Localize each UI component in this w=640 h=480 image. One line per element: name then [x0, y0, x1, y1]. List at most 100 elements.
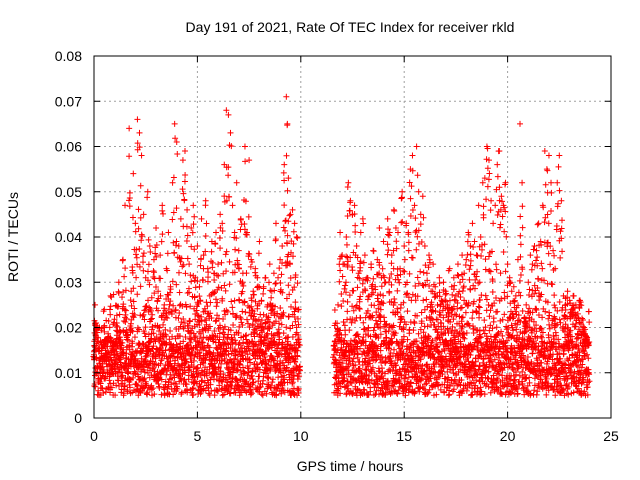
- data-point: [248, 331, 255, 338]
- data-point: [170, 391, 177, 398]
- data-point: [198, 378, 205, 385]
- data-point: [123, 315, 130, 322]
- data-point: [142, 358, 149, 365]
- data-point: [168, 375, 175, 382]
- data-point: [244, 372, 251, 379]
- data-point: [262, 370, 269, 377]
- x-tick-label: 20: [500, 428, 516, 444]
- y-tick-label: 0.05: [55, 184, 82, 200]
- data-point: [131, 357, 138, 364]
- data-point: [160, 321, 167, 328]
- data-point: [174, 355, 181, 362]
- data-point: [190, 385, 197, 392]
- data-point: [135, 340, 142, 347]
- data-point: [231, 358, 238, 365]
- data-point: [151, 391, 158, 398]
- data-point: [377, 347, 384, 354]
- data-point: [111, 316, 118, 323]
- data-point: [269, 379, 276, 386]
- data-point: [151, 368, 158, 375]
- data-point: [246, 324, 253, 331]
- data-point: [185, 322, 192, 329]
- data-point: [296, 373, 303, 380]
- data-point: [121, 382, 128, 389]
- data-point: [125, 368, 132, 375]
- data-point: [245, 356, 252, 363]
- data-point: [290, 385, 297, 392]
- y-axis-label: ROTI / TECUs: [5, 192, 21, 282]
- data-point: [338, 303, 345, 310]
- data-point: [378, 353, 385, 360]
- data-point: [148, 294, 155, 301]
- y-tick-label: 0.07: [55, 93, 82, 109]
- data-point: [236, 360, 243, 367]
- data-point: [196, 382, 203, 389]
- data-point: [366, 372, 373, 379]
- data-point: [269, 376, 276, 383]
- data-point: [108, 384, 115, 391]
- data-point: [123, 350, 130, 357]
- data-point: [148, 386, 155, 393]
- data-point: [337, 383, 344, 390]
- data-point: [247, 388, 254, 395]
- data-point: [100, 367, 107, 374]
- data-point: [92, 383, 99, 390]
- data-point: [370, 327, 377, 334]
- data-point: [194, 338, 201, 345]
- data-point: [278, 345, 285, 352]
- data-point: [265, 374, 272, 381]
- data-point: [212, 318, 219, 325]
- data-point: [291, 372, 298, 379]
- data-point: [346, 327, 353, 334]
- data-point: [220, 391, 227, 398]
- data-point: [99, 385, 106, 392]
- data-point: [346, 352, 353, 359]
- data-point: [365, 391, 372, 398]
- data-point: [141, 369, 148, 376]
- y-tick-label: 0.01: [55, 365, 82, 381]
- data-point: [275, 374, 282, 381]
- data-point: [155, 375, 162, 382]
- data-point: [131, 353, 138, 360]
- data-point: [205, 385, 212, 392]
- x-tick-label: 5: [194, 428, 202, 444]
- data-point: [180, 338, 187, 345]
- data-point: [270, 357, 277, 364]
- data-point: [152, 353, 159, 360]
- data-point: [201, 344, 208, 351]
- data-point: [119, 372, 126, 379]
- data-point: [181, 320, 188, 327]
- data-point: [346, 292, 353, 299]
- data-point: [183, 381, 190, 388]
- data-point: [238, 319, 245, 326]
- data-point: [142, 378, 149, 385]
- data-point: [171, 353, 178, 360]
- data-point: [348, 380, 355, 387]
- data-point: [227, 390, 234, 397]
- data-point: [352, 361, 359, 368]
- data-point: [112, 392, 119, 399]
- data-point: [243, 389, 250, 396]
- data-point: [272, 341, 279, 348]
- data-point: [144, 389, 151, 396]
- data-point: [158, 376, 165, 383]
- data-point: [240, 364, 247, 371]
- data-point: [119, 294, 126, 301]
- data-point: [232, 337, 239, 344]
- data-point: [178, 390, 185, 397]
- data-point: [292, 299, 299, 306]
- data-point: [167, 358, 174, 365]
- data-point: [240, 340, 247, 347]
- data-point: [266, 325, 273, 332]
- data-point: [261, 354, 268, 361]
- data-point: [245, 365, 252, 372]
- data-point: [257, 355, 264, 362]
- x-tick-label: 10: [293, 428, 309, 444]
- data-point: [223, 345, 230, 352]
- data-point: [139, 385, 146, 392]
- data-point: [367, 368, 374, 375]
- x-axis-label: GPS time / hours: [297, 458, 404, 474]
- data-point: [172, 306, 179, 313]
- data-point: [121, 377, 128, 384]
- data-point: [290, 390, 297, 397]
